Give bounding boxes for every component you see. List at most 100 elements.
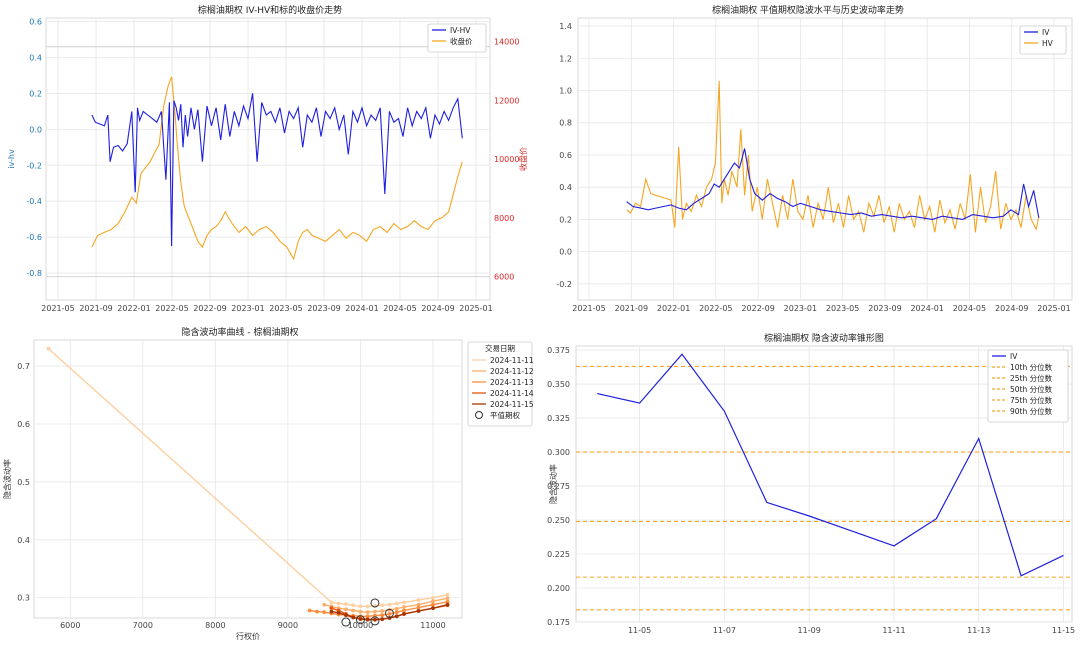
chart2-legend-label: HV xyxy=(1042,39,1054,48)
chart2-y-tick: 0.6 xyxy=(559,151,572,160)
chart2-y-tick: 0.4 xyxy=(559,183,572,192)
chart4-y-tick: 0.325 xyxy=(547,414,570,423)
chart3-point-2024-11-11 xyxy=(344,602,348,606)
chart3-point-2024-11-11 xyxy=(431,595,435,600)
chart1-x-tick: 2023-01 xyxy=(231,304,264,313)
chart3-point-2024-11-12 xyxy=(394,606,399,611)
chart3-y-tick: 0.6 xyxy=(17,420,30,429)
chart2-x-tick: 2024-01 xyxy=(910,304,943,313)
chart3-atm-marker xyxy=(370,616,380,626)
chart3-legend-label: 2024-11-14 xyxy=(490,389,534,398)
chart3-point-2024-11-15 xyxy=(402,612,406,616)
chart1-legend-box xyxy=(427,23,487,53)
chart4-y-tick: 0.350 xyxy=(547,380,570,389)
chart3-point-2024-11-15 xyxy=(344,613,348,618)
chart3-point-2024-11-11 xyxy=(387,602,392,607)
chart2-y-tick: 1.0 xyxy=(559,87,572,96)
chart4-x-tick: 11-13 xyxy=(967,626,990,635)
chart3-legend-label: 2024-11-11 xyxy=(490,356,534,365)
chart2-x-tick: 2023-09 xyxy=(868,304,901,313)
chart4-legend-label: 25th 分位数 xyxy=(1010,373,1053,383)
chart1-y-tick: -0.2 xyxy=(26,161,42,170)
chart3-point-2024-11-12 xyxy=(365,610,370,615)
chart3-legend-swatch xyxy=(475,411,483,419)
chart2-series-iv-line xyxy=(626,148,1040,220)
chart3-point-2024-11-15 xyxy=(373,617,377,622)
chart-iv-cone: 棕榈油期权 隐含波动率锥形图 11-05 11-07 11-09 11-11 11-13… xyxy=(547,332,1075,635)
chart4-y-tick: 0.275 xyxy=(547,482,570,491)
chart3-x-tick: 7000 xyxy=(133,621,153,630)
chart3-point-2024-11-12 xyxy=(322,602,327,607)
chart4-x-tick: 11-09 xyxy=(798,626,821,635)
chart4-legend-box xyxy=(987,349,1069,423)
chart2-x-tick: 2023-05 xyxy=(826,304,859,313)
chart3-x-tick: 10000 xyxy=(348,621,373,630)
chart3-point-2024-11-11 xyxy=(46,346,51,351)
chart3-point-2024-11-11 xyxy=(380,603,385,608)
chart2-x-tick: 2022-05 xyxy=(699,304,732,313)
chart3-y-tick: 0.4 xyxy=(17,536,30,545)
chart2-y-tick: 0.0 xyxy=(559,248,572,257)
chart2-x-tick: 2025-01 xyxy=(1037,304,1070,313)
chart1-y-tick: 0.0 xyxy=(29,125,42,134)
chart3-point-2024-11-11 xyxy=(358,604,363,609)
chart2-x-tick: 2022-09 xyxy=(741,304,774,313)
chart4-legend-label: 10th 分位数 xyxy=(1010,362,1053,372)
chart1-y-tick: -0.8 xyxy=(26,269,42,278)
chart2-title: 棕榈油期权 平值期权隐波水平与历史波动率走势 xyxy=(712,4,904,16)
chart1-y-tick: -0.4 xyxy=(26,197,42,206)
chart3-legend-label: 2024-11-12 xyxy=(490,367,534,376)
chart-iv-smile: 隐含波动率曲线 - 棕榈油期权 6000 7000 8000 9000 10000 110… xyxy=(2,326,534,641)
chart3-y-tick: 0.3 xyxy=(17,594,30,603)
chart4-legend-label: 75th 分位数 xyxy=(1010,395,1053,405)
chart3-point-2024-11-15 xyxy=(336,610,341,615)
chart3-point-2024-11-13 xyxy=(445,599,450,604)
chart2-x-tick: 2024-05 xyxy=(953,304,986,313)
chart3-atm-marker xyxy=(370,598,380,608)
chart3-point-2024-11-15 xyxy=(431,606,435,611)
chart3-point-2024-11-13 xyxy=(307,608,312,613)
chart1-y-tick: 0.4 xyxy=(29,54,42,63)
chart2-legend-box xyxy=(1019,25,1067,55)
chart1-legend-label: IV-HV xyxy=(450,26,471,35)
chart3-x-axis-label: 行权价 xyxy=(236,631,260,641)
chart3-x-tick: 9000 xyxy=(278,621,298,630)
chart3-legend-box xyxy=(467,341,533,427)
chart1-y-tick: -0.6 xyxy=(26,233,42,242)
chart2-legend-label: IV xyxy=(1042,28,1050,37)
chart3-point-2024-11-11 xyxy=(416,598,421,602)
chart2-x-tick: 2021-05 xyxy=(572,304,605,313)
chart3-point-2024-11-12 xyxy=(344,607,348,612)
chart1-title: 棕榈油期权 IV-HV和标的收盘价走势 xyxy=(198,4,342,16)
chart3-atm-marker xyxy=(384,608,394,618)
chart4-y-tick: 0.200 xyxy=(547,584,570,593)
chart1-series-ivhv-line xyxy=(91,93,463,247)
chart2-y-tick: 1.2 xyxy=(559,54,572,63)
chart3-x-tick: 11000 xyxy=(420,621,445,630)
chart3-title: 隐含波动率曲线 - 棕榈油期权 xyxy=(182,326,299,338)
chart3-point-2024-11-11 xyxy=(365,604,370,609)
chart2-plot-frame xyxy=(577,17,1073,301)
chart3-point-2024-11-12 xyxy=(373,609,377,614)
chart3-y-axis-label: 隐含波动率 xyxy=(2,459,12,499)
chart2-x-tick: 2022-01 xyxy=(657,304,690,313)
chart3-point-2024-11-13 xyxy=(315,609,319,614)
chart3-x-tick: 8000 xyxy=(205,621,225,630)
chart3-y-tick: 0.7 xyxy=(17,362,30,371)
chart1-y2-tick: 14000 xyxy=(494,38,519,47)
chart3-point-2024-11-13 xyxy=(380,613,385,618)
chart4-y-tick: 0.300 xyxy=(547,448,570,457)
chart3-point-2024-11-13 xyxy=(387,612,392,616)
chart3-point-2024-11-11 xyxy=(402,600,406,605)
chart2-series-hv-line xyxy=(626,80,1040,233)
chart4-y-axis-label: 隐含波动率 xyxy=(548,464,558,504)
chart2-y-tick: 0.8 xyxy=(559,119,572,128)
chart4-legend-label: 90th 分位数 xyxy=(1010,406,1053,416)
chart3-legend-label: 平值期权 xyxy=(490,410,520,420)
chart3-point-2024-11-12 xyxy=(380,609,385,613)
chart4-y-tick: 0.175 xyxy=(547,618,570,627)
chart1-x-tick: 2021-09 xyxy=(79,304,112,313)
chart1-x-tick: 2024-05 xyxy=(383,304,416,313)
chart3-point-2024-11-15 xyxy=(365,617,370,622)
